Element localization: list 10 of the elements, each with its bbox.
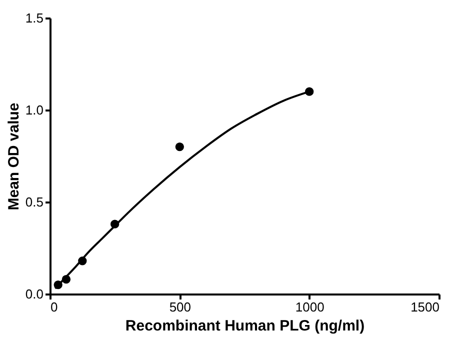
- x-tick-label: 1500: [410, 300, 440, 314]
- x-tick-label: 0: [50, 300, 58, 314]
- x-tick-label: 500: [169, 300, 192, 314]
- y-axis-title: Mean OD value: [5, 102, 22, 210]
- y-tick-label: 0.0: [25, 286, 44, 302]
- y-tick-label: 1.0: [25, 102, 44, 118]
- x-tick-label: 1000: [295, 300, 324, 314]
- y-tick-label: 0.5: [25, 194, 44, 210]
- x-axis-title: Recombinant Human PLG (ng/ml): [125, 318, 365, 334]
- y-tick-label: 1.5: [25, 10, 44, 26]
